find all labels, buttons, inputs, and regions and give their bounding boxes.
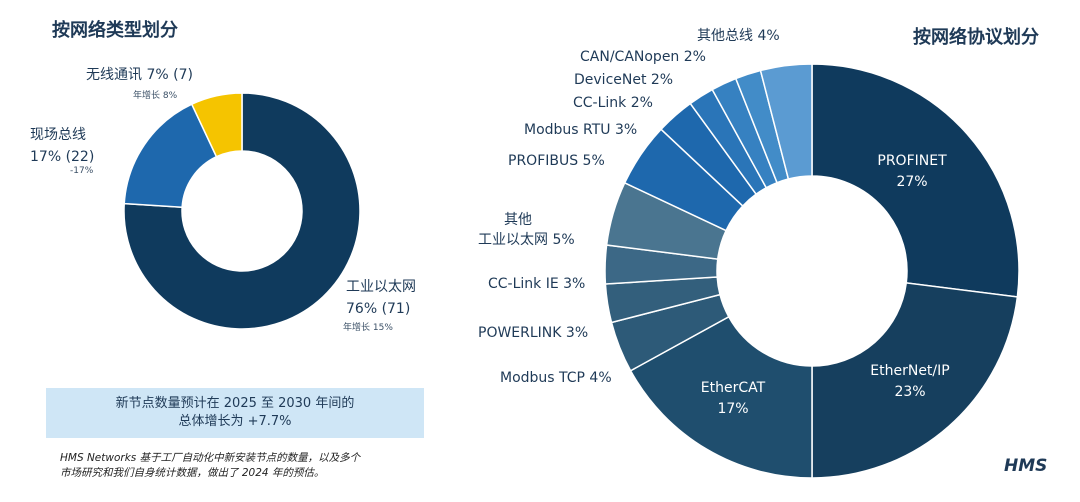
growth-banner: 新节点数量预计在 2025 至 2030 年间的 总体增长为 +7.7% [46,388,424,438]
label-cclink: CC-Link 2% [573,95,653,111]
protocol-slice-0 [811,63,1020,298]
left-donut-chart [123,92,361,330]
network-type-slice-2 [190,92,243,158]
right-chart-title: 按网络协议划分 [913,27,1039,48]
wireless-label: 无线通讯 7% (7) [86,67,193,83]
protocol-slice-12 [759,63,813,180]
label-profinet: PROFINET 27% [877,153,947,190]
source-note: HMS Networks 基于工厂自动化中新安装节点的数量，以及多个 市场研究和… [60,452,361,479]
label-profibus: PROFIBUS 5% [508,153,605,169]
label-ethercat: EtherCAT 17% [700,380,766,417]
label-other-ethernet: 其他 工业以太网 5% [478,212,575,248]
fieldbus-growth: -17% [70,166,94,176]
hms-logo: HMS [1004,456,1048,476]
right-donut-chart [604,63,1020,479]
label-other-bus: 其他总线 4% [697,28,780,44]
label-devicenet: DeviceNet 2% [574,72,674,88]
protocol-slice-1 [811,282,1019,479]
wireless-growth: 年增长 8% [133,91,178,101]
network-type-slice-0 [123,92,361,330]
protocol-slice-2 [629,315,813,479]
ethernet-label: 工业以太网 76% (71) [346,279,416,317]
label-ethernetip: EtherNet/IP 23% [870,363,950,400]
label-canopen: CAN/CANopen 2% [580,49,706,65]
fieldbus-label: 现场总线 17% (22) [30,127,95,165]
label-modbus-rtu: Modbus RTU 3% [524,122,638,138]
ethernet-growth: 年增长 15% [343,323,393,333]
left-chart-title: 按网络类型划分 [52,20,178,41]
label-powerlink: POWERLINK 3% [478,325,589,341]
label-modbus-tcp: Modbus TCP 4% [500,370,612,386]
label-cclink-ie: CC-Link IE 3% [488,276,586,292]
